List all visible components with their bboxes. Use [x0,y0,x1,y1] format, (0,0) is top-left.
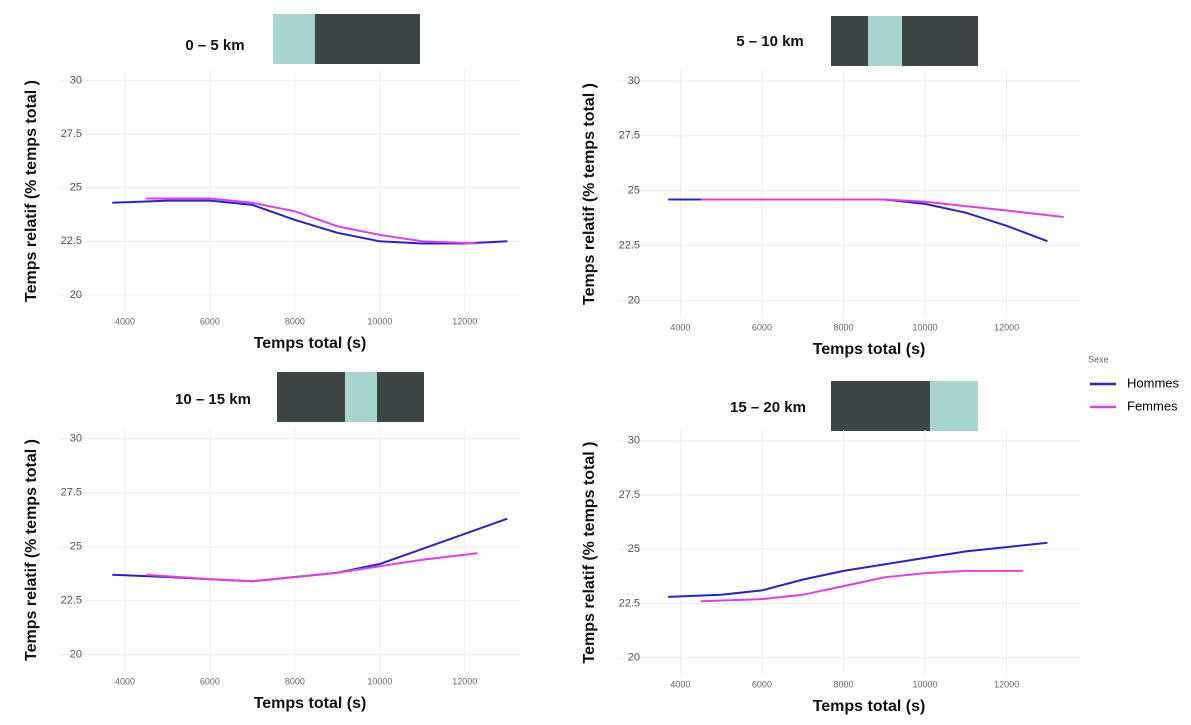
y-tick-label: 22.5 [61,235,82,247]
x-tick-label: 12000 [452,676,477,686]
y-axis-label: Temps relatif (% temps total ) [581,83,598,305]
y-tick-label: 20 [70,289,82,301]
x-tick-label: 12000 [994,322,1019,332]
smooth-line [700,569,1023,603]
y-tick-label: 30 [70,433,82,445]
y-tick-label: 30 [628,75,640,87]
legend-title: Sexe [1088,354,1109,364]
thumbnail [273,14,420,64]
x-tick-label: 10000 [367,676,392,686]
y-tick-label: 25 [70,541,82,553]
x-tick-label: 4000 [115,676,135,686]
x-tick-label: 10000 [367,316,392,326]
x-tick-label: 6000 [200,676,220,686]
x-tick-label: 8000 [285,676,305,686]
x-tick-label: 4000 [670,679,690,689]
x-tick-label: 4000 [670,322,690,332]
smooth-line [146,552,478,583]
y-tick-label: 22.5 [619,597,640,609]
x-tick-label: 4000 [115,316,135,326]
y-tick-label: 27.5 [61,487,82,499]
y-tick-label: 27.5 [619,130,640,142]
x-axis-label: Temps total (s) [813,341,926,358]
y-tick-label: 22.5 [619,239,640,251]
legend-label: Femmes [1127,398,1178,413]
y-tick-label: 20 [70,649,82,661]
panel-title: 15 – 20 km [730,399,806,416]
smooth-line [700,198,1064,218]
thumbnail [831,381,978,431]
smooth-line [112,199,508,245]
thumbnail [277,372,424,422]
y-axis-label: Temps relatif (% temps total ) [23,439,40,661]
x-tick-label: 12000 [994,679,1019,689]
y-tick-label: 27.5 [61,128,82,140]
x-tick-label: 6000 [200,316,220,326]
y-tick-label: 25 [628,543,640,555]
x-tick-label: 10000 [913,679,938,689]
y-tick-label: 30 [70,75,82,87]
x-tick-label: 8000 [833,679,853,689]
x-axis-label: Temps total (s) [254,695,367,712]
y-axis-label: Temps relatif (% temps total ) [581,442,598,664]
smooth-line [668,541,1048,598]
y-tick-label: 25 [70,182,82,194]
x-tick-label: 8000 [285,316,305,326]
smooth-line [146,197,478,245]
y-tick-label: 30 [628,435,640,447]
panel-title: 0 – 5 km [185,37,244,54]
y-tick-label: 20 [628,652,640,664]
panel-title: 5 – 10 km [736,33,804,50]
y-tick-label: 25 [628,185,640,197]
panel-title: 10 – 15 km [175,391,251,408]
y-tick-label: 27.5 [619,489,640,501]
thumbnail [831,16,978,66]
y-tick-label: 22.5 [61,595,82,607]
y-axis-label: Temps relatif (% temps total ) [23,80,40,302]
x-axis-label: Temps total (s) [813,698,926,715]
smooth-line [112,517,508,583]
x-tick-label: 6000 [752,322,772,332]
smooth-line [668,198,1048,243]
x-tick-label: 6000 [752,679,772,689]
x-tick-label: 10000 [913,322,938,332]
x-axis-label: Temps total (s) [254,335,367,352]
legend-label: Hommes [1127,375,1180,390]
x-tick-label: 12000 [452,316,477,326]
x-tick-label: 8000 [833,322,853,332]
y-tick-label: 20 [628,294,640,306]
